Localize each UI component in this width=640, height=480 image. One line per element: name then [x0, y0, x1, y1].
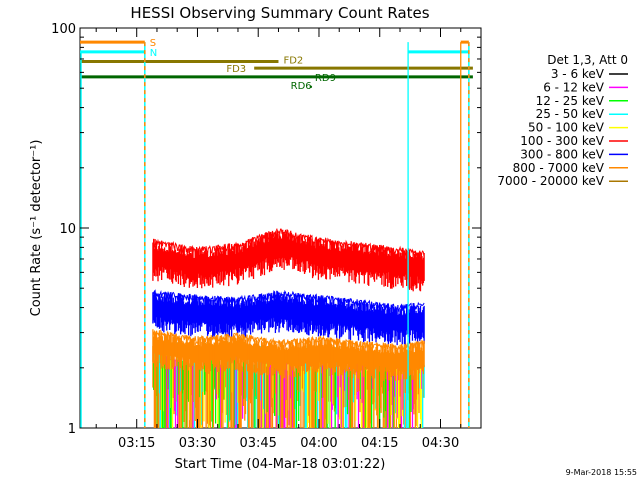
legend-entry-label-1: 6 - 12 keV	[543, 80, 605, 94]
interval-label-fd3: FD3	[226, 64, 246, 75]
series-line-0	[152, 228, 425, 259]
interval-label-n: N	[150, 48, 157, 59]
x-tick-label-2: 03:45	[239, 436, 276, 451]
interval-label-s: S	[150, 38, 156, 49]
tick-layer	[80, 28, 482, 429]
marker-layer	[80, 42, 470, 428]
y-axis-label: Count Rate (s⁻¹ detector⁻¹)	[29, 140, 44, 317]
legend-entry-label-6: 300 - 800 keV	[520, 147, 604, 161]
x-tick-label-4: 04:15	[361, 436, 398, 451]
x-tick-label-5: 04:30	[422, 436, 459, 451]
series-2	[152, 329, 425, 381]
series-1	[152, 289, 425, 346]
interval-label-rd6: RD6	[291, 81, 312, 92]
series-line-1	[152, 289, 425, 312]
y-tick-label-10: 10	[59, 222, 76, 237]
legend-title: Det 1,3, Att 0	[547, 53, 628, 67]
legend-entry-label-3: 25 - 50 keV	[536, 107, 605, 121]
legend-entry-label-4: 50 - 100 keV	[528, 121, 605, 135]
legend-entry-label-2: 12 - 25 keV	[536, 94, 605, 108]
chart-title: HESSI Observing Summary Count Rates	[130, 4, 429, 22]
interval-label-fd2: FD2	[283, 55, 303, 66]
interval-label-rd9: RD9	[315, 73, 336, 84]
legend-entry-label-0: 3 - 6 keV	[551, 67, 605, 81]
legend-entry-label-8: 7000 - 20000 keV	[497, 174, 604, 188]
series-0	[152, 228, 425, 292]
x-tick-label-1: 03:30	[179, 436, 216, 451]
legend-entry-label-7: 800 - 7000 keV	[513, 161, 605, 175]
y-tick-label-100: 100	[51, 22, 76, 37]
y-tick-label-1: 1	[68, 422, 76, 437]
data-layer	[152, 228, 425, 428]
footer-timestamp: 9-Mar-2018 15:55	[566, 468, 637, 477]
x-tick-label-0: 03:15	[118, 436, 155, 451]
legend-entry-label-5: 100 - 300 keV	[520, 134, 604, 148]
x-tick-labels: 03:15 03:30 03:45 04:00 04:15 04:30	[118, 436, 459, 451]
series-line-2	[152, 329, 425, 352]
rd-dot	[309, 85, 313, 89]
x-tick-label-3: 04:00	[300, 436, 337, 451]
x-axis-label: Start Time (04-Mar-18 03:01:22)	[175, 457, 386, 472]
